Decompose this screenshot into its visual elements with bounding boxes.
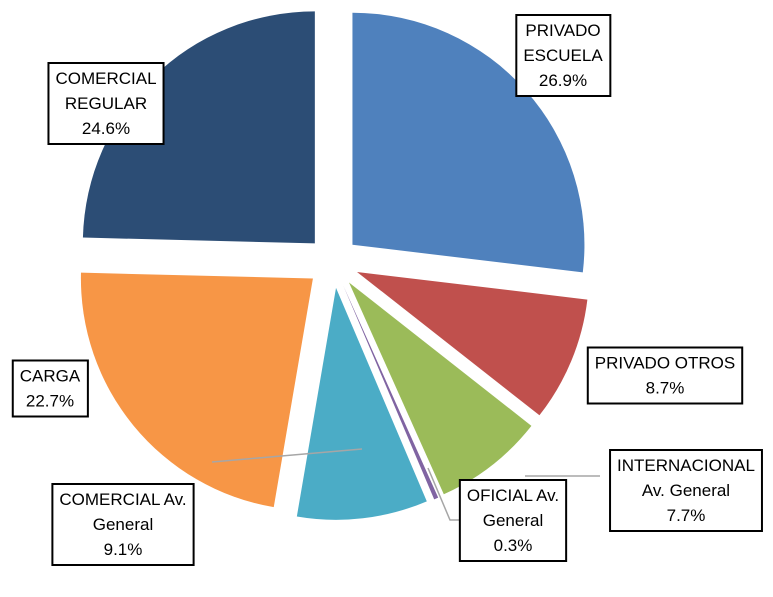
value-label: 26.9% (539, 71, 587, 90)
category-label: CARGA (20, 367, 81, 386)
category-label: COMERCIAL REGULAR (55, 69, 156, 113)
value-label: 8.7% (646, 379, 685, 398)
data-label: COMERCIAL Av. General 9.1% (51, 483, 195, 566)
category-label: PRIVADO OTROS (595, 354, 735, 373)
category-label: PRIVADO ESCUELA (523, 21, 603, 65)
pie-slice (352, 12, 585, 273)
pie-slice (80, 272, 313, 508)
data-label: PRIVADO OTROS 8.7% (586, 346, 744, 405)
data-label: OFICIAL Av. General 0.3% (458, 479, 568, 562)
pie-slice (357, 271, 588, 416)
category-label: INTERNACIONAL Av. General (617, 456, 755, 500)
pie-slice (343, 285, 439, 500)
value-label: 7.7% (667, 506, 706, 525)
label-box (47, 62, 165, 145)
data-label: INTERNACIONAL Av. General 7.7% (609, 449, 763, 532)
pie-slice (349, 282, 532, 495)
leader-line (427, 467, 463, 521)
category-label: COMERCIAL Av. General (59, 490, 186, 534)
data-label: COMERCIAL REGULAR 24.6% (47, 62, 165, 145)
label-box (458, 479, 568, 562)
label-box (586, 346, 744, 405)
value-label: 0.3% (494, 536, 533, 555)
leader-line (211, 448, 363, 463)
label-box (11, 359, 89, 418)
pie-slice (296, 287, 427, 520)
label-box (515, 14, 612, 97)
label-box (51, 483, 195, 566)
category-label: OFICIAL Av. General (467, 486, 559, 530)
value-label: 22.7% (26, 392, 74, 411)
pie-slice (82, 11, 315, 244)
data-label: CARGA 22.7% (11, 359, 89, 418)
value-label: 9.1% (104, 540, 143, 559)
label-box (609, 449, 763, 532)
value-label: 24.6% (82, 119, 130, 138)
data-label: PRIVADO ESCUELA 26.9% (515, 14, 612, 97)
